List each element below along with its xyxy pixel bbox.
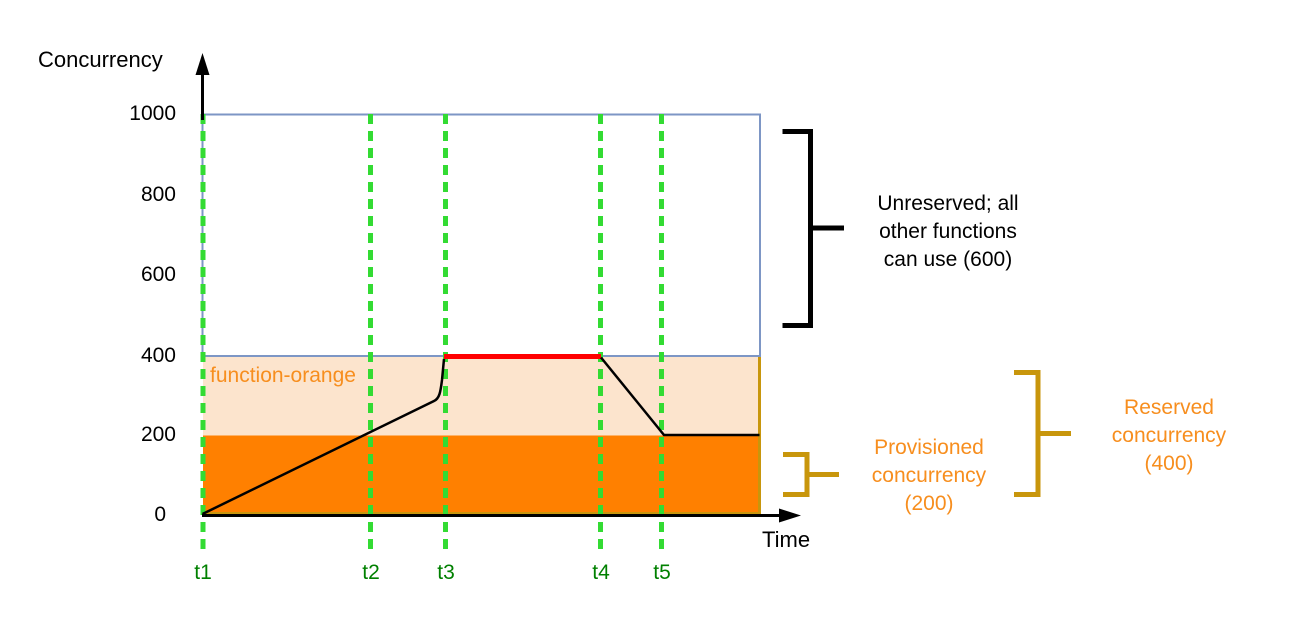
reserved-bracket — [1014, 370, 1071, 497]
unreserved-region-rect — [201, 113, 761, 357]
provisioned-annotation-line3: (200) — [904, 492, 954, 515]
x-tick-t3: t3 — [437, 561, 455, 584]
unreserved-annotation-line1: Unreserved; all — [877, 192, 1019, 215]
x-tick-t2: t2 — [362, 561, 380, 584]
provisioned-bracket — [783, 452, 839, 497]
x-tick-t4: t4 — [592, 561, 610, 584]
y-tick-600: 600 — [140, 263, 176, 286]
x-tick-t5: t5 — [653, 561, 671, 584]
usage-line-rising-segment — [201, 358, 446, 516]
provisioned-region — [203, 435, 760, 514]
x-tick-t1: t1 — [194, 561, 212, 584]
x-axis-title: Time — [762, 527, 811, 552]
y-tick-200: 200 — [140, 423, 176, 446]
provisioned-annotation-line1: Provisioned — [874, 436, 984, 459]
reserved-annotation-line3: (400) — [1144, 452, 1194, 475]
usage-line-falling-segment — [600, 356, 760, 437]
provisioned-annotation-line2: concurrency — [871, 464, 987, 487]
reserved-annotation: Reserved concurrency (400) — [1059, 394, 1279, 478]
y-axis-title: Concurrency — [38, 47, 163, 72]
unreserved-bracket — [782, 129, 844, 328]
reserved-annotation-line2: concurrency — [1111, 424, 1227, 447]
y-tick-400: 400 — [140, 344, 176, 367]
function-orange-label: function-orange — [210, 364, 356, 387]
y-tick-800: 800 — [140, 183, 176, 206]
reserved-annotation-line1: Reserved — [1124, 396, 1214, 419]
x-axis-arrowhead-icon — [779, 508, 801, 523]
y-tick-1000: 1000 — [129, 102, 176, 125]
y-tick-0: 0 — [154, 503, 166, 526]
provisioned-annotation: Provisioned concurrency (200) — [829, 434, 1029, 518]
unreserved-annotation-line2: other functions — [879, 220, 1017, 243]
unreserved-annotation: Unreserved; all other functions can use … — [838, 190, 1058, 274]
y-axis-arrowhead-icon — [195, 53, 210, 75]
reserved-unprovisioned-region — [203, 356, 760, 436]
unreserved-annotation-line3: can use (600) — [883, 248, 1013, 271]
